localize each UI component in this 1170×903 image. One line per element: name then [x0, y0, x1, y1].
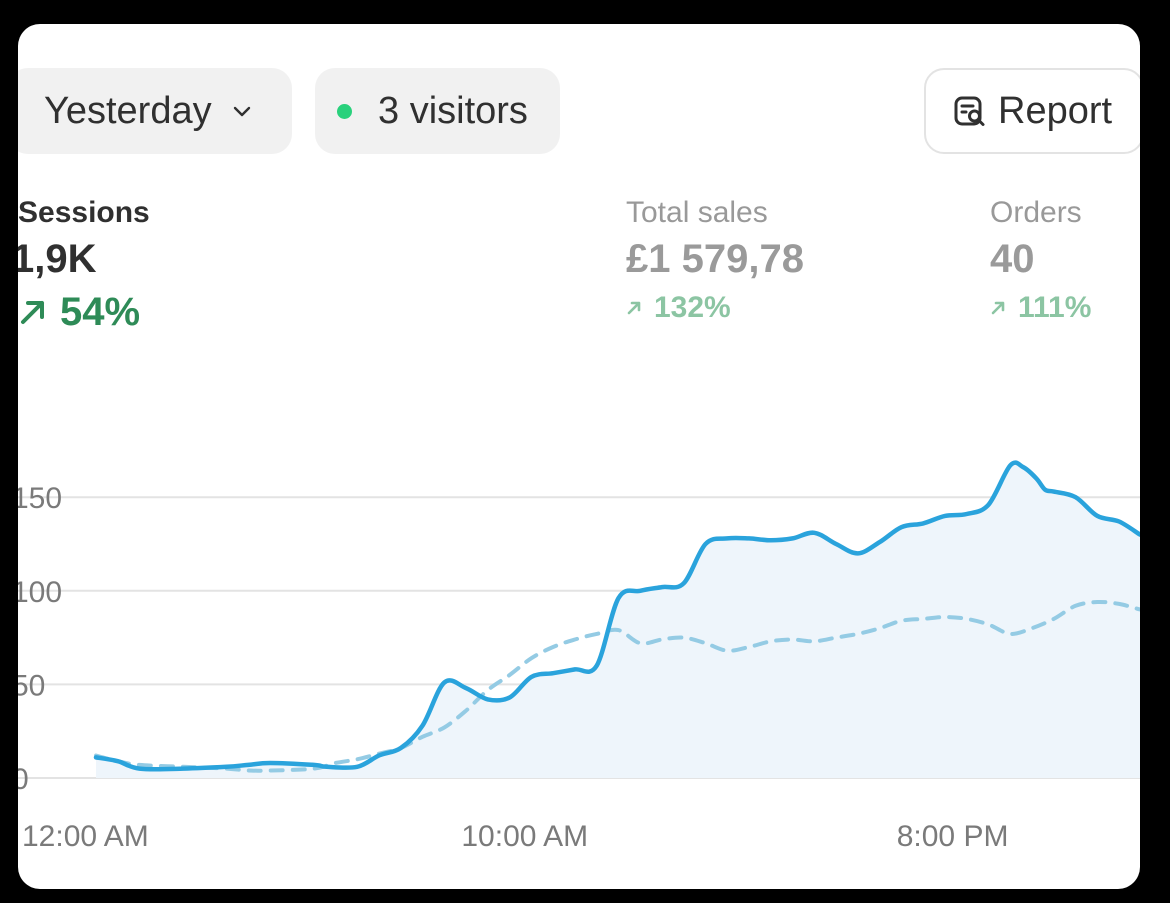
y-tick-label: 50: [18, 669, 45, 702]
orders-value: 40: [990, 237, 1035, 281]
x-tick-label: 12:00 AM: [22, 820, 149, 853]
total-sales-change: 132%: [626, 286, 804, 330]
orders-change-value: 111%: [1018, 291, 1092, 324]
chevron-down-icon: [233, 106, 250, 117]
sessions-area: [96, 462, 1140, 778]
sessions-series-line: [93, 460, 1140, 772]
y-tick-label: 150: [18, 482, 62, 515]
sessions-label: Sessions: [18, 196, 150, 229]
report-label: Report: [998, 89, 1113, 132]
period-label: Yesterday: [44, 89, 212, 132]
total-sales-change-value: 132%: [654, 291, 731, 324]
sessions-change-value: 54%: [60, 290, 141, 334]
x-tick-label: 8:00 PM: [897, 820, 1009, 853]
orders-label: Orders: [990, 196, 1082, 229]
total-sales-label: Total sales: [626, 196, 768, 229]
live-status-dot: [337, 103, 352, 119]
period-dropdown[interactable]: Yesterday: [18, 68, 292, 154]
metric-orders[interactable]: Orders 40 111%: [990, 194, 1091, 330]
sessions-value: 1,9K: [18, 237, 97, 281]
report-button[interactable]: Report: [924, 68, 1140, 154]
arrow-up-right-icon: [21, 301, 44, 324]
y-tick-label: 0: [18, 763, 29, 796]
arrow-up-right-icon: [991, 301, 1005, 315]
metric-sessions[interactable]: Sessions 1,9K 54%: [18, 194, 150, 336]
visitors-label: 3 visitors: [378, 89, 528, 132]
live-visitors-chip[interactable]: 3 visitors: [315, 68, 560, 154]
report-icon: [954, 96, 985, 126]
sessions-change: 54%: [18, 288, 150, 336]
y-tick-label: 100: [18, 576, 62, 609]
arrow-up-right-icon: [627, 301, 641, 315]
sessions-chart: 0 50 100 150 12:00 AM 10:00 AM 8:00 PM: [18, 460, 1140, 853]
metric-total-sales[interactable]: Total sales £1 579,78 132%: [626, 194, 804, 330]
x-tick-label: 10:00 AM: [461, 820, 588, 853]
orders-change: 111%: [990, 286, 1091, 330]
sessions-card: Yesterday 3 visitors Report Sessions 1,9…: [18, 24, 1140, 889]
total-sales-value: £1 579,78: [626, 237, 804, 281]
